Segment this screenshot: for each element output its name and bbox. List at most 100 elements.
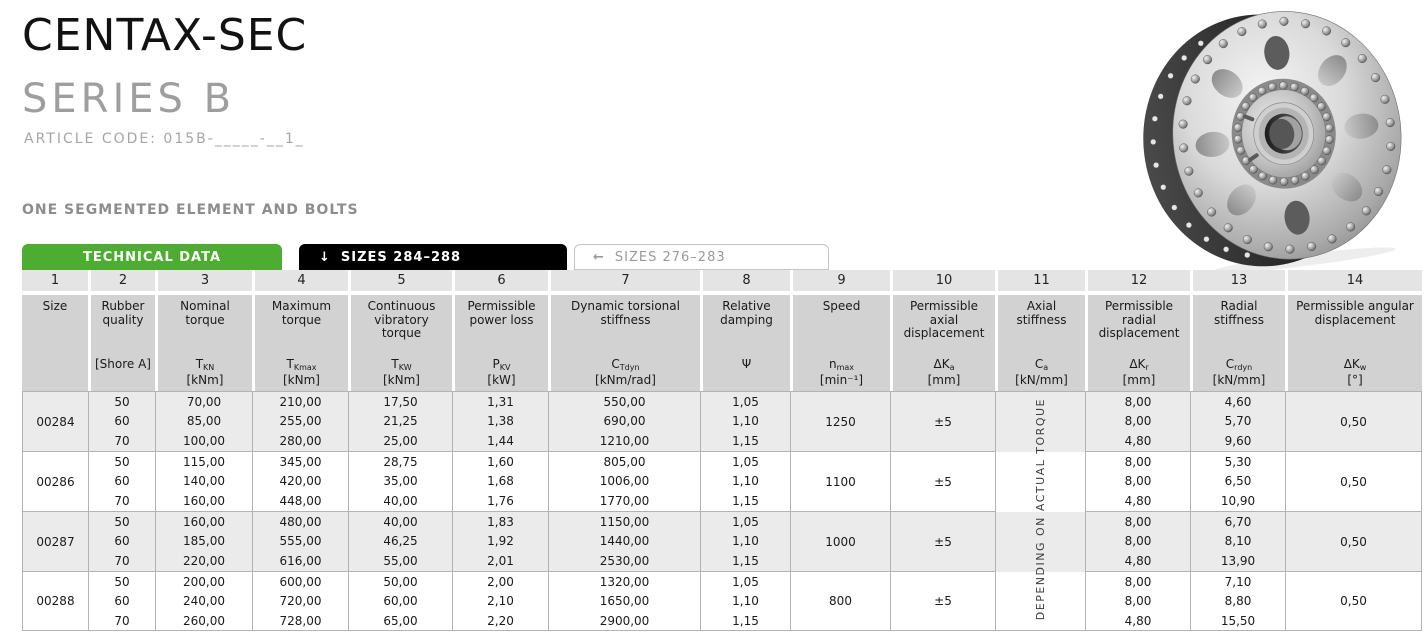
cell-axial-displacement: ±5: [890, 511, 995, 571]
tab-sizes-284-288-label: SIZES 284–288: [340, 249, 462, 265]
column-number: 5: [348, 270, 452, 291]
column-header-symbol: CTdyn: [611, 357, 640, 372]
cell-vibratory-torque: 40,00: [348, 491, 452, 511]
column-header-symbol: TKW: [391, 357, 412, 372]
tab-bar: TECHNICAL DATA ↓ SIZES 284–288 ← SIZES 2…: [22, 244, 829, 270]
column-header-unit: [kNm]: [186, 373, 224, 387]
column-header-content: Speed nmax [min⁻¹]: [795, 299, 888, 388]
column-header-unit: [kNm]: [383, 373, 420, 387]
column-number: 12: [1085, 270, 1190, 291]
cell-power-loss: 1,31: [452, 391, 548, 411]
column-header-content: Permissible axial displacement ΔKa [mm]: [895, 299, 993, 388]
table-row: 00287 50 160,00 480,00 40,00 1,83 1150,00 1,05 1…: [22, 511, 1422, 571]
cell-radial-stiffness: 6,70: [1190, 511, 1285, 531]
header-gap-spacer: [88, 291, 155, 295]
table-row: 00284 50 70,00 210,00 17,50 1,31 550,00 1,05 125…: [22, 391, 1422, 631]
column-header: Nominal torque TKN [kNm]: [155, 295, 252, 391]
cell-radial-stiffness: 10,90: [1190, 491, 1285, 511]
column-number: 1: [22, 270, 88, 291]
cell-radial-displacement: 4,80: [1085, 551, 1190, 571]
section-label: ONE SEGMENTED ELEMENT AND BOLTS: [22, 202, 359, 218]
column-header-unit: [mm]: [927, 373, 961, 387]
column-header-content: Radial stiffness Crdyn [kN/mm]: [1195, 299, 1283, 388]
column-header: Permissible radial displacement ΔKr [mm]: [1085, 295, 1190, 391]
cell-relative-damping: 1,05: [700, 451, 790, 471]
column-header-name: Permissible power loss: [467, 299, 536, 327]
column-header-name: Maximum torque: [271, 299, 332, 327]
tab-sizes-276-283[interactable]: ← SIZES 276–283: [574, 244, 829, 270]
column-header-name: Permissible axial displacement: [903, 299, 985, 340]
column-header: Rubber quality [Shore A]: [88, 295, 155, 391]
cell-size: 00284: [22, 391, 88, 451]
coupling-drawing: [1143, 11, 1402, 272]
cell-shore-hardness: 70: [88, 491, 155, 511]
cell-radial-displacement: 8,00: [1085, 471, 1190, 491]
column-header: Permissible axial displacement ΔKa [mm]: [890, 295, 995, 391]
table-row: 70 160,00 448,00 40,00 1,76 1770,00 1,15 4,80 10…: [22, 491, 1422, 511]
cell-torsional-stiffness: 805,00: [548, 451, 700, 471]
column-header-name: Relative damping: [720, 299, 773, 327]
cell-maximum-torque: 448,00: [252, 491, 348, 511]
cell-maximum-torque: 480,00: [252, 511, 348, 531]
column-header-row: Size Rubber quality [Shore A] Nominal torqu…: [22, 295, 1422, 391]
cell-radial-displacement: 4,80: [1085, 431, 1190, 451]
column-header-unit: [kNm/rad]: [595, 373, 656, 387]
column-header-content: Size: [24, 299, 86, 388]
column-header: Continuous vibratory torque TKW [kNm]: [348, 295, 452, 391]
column-number: 4: [252, 270, 348, 291]
column-header: Size: [22, 295, 88, 391]
cell-radial-stiffness: 6,50: [1190, 471, 1285, 491]
column-header-symbol: ΔKw: [1343, 357, 1367, 372]
cell-torsional-stiffness: 1320,00: [548, 571, 700, 591]
cell-power-loss: 1,76: [452, 491, 548, 511]
cell-relative-damping: 1,15: [700, 431, 790, 451]
cell-size: 00286: [22, 451, 88, 511]
column-header-name: Dynamic torsional stiffness: [571, 299, 680, 327]
tab-sizes-284-288[interactable]: ↓ SIZES 284–288: [299, 244, 567, 270]
article-code: ARTICLE CODE: 015B-_____-__1_: [24, 131, 305, 147]
cell-radial-displacement: 4,80: [1085, 611, 1190, 631]
cell-radial-stiffness: 15,50: [1190, 611, 1285, 631]
header-gap-spacer: [700, 291, 790, 295]
cell-speed: 1100: [790, 451, 890, 511]
cell-relative-damping: 1,15: [700, 611, 790, 631]
cell-torsional-stiffness: 1440,00: [548, 531, 700, 551]
cell-vibratory-torque: 35,00: [348, 471, 452, 491]
column-header: Speed nmax [min⁻¹]: [790, 295, 890, 391]
cell-shore-hardness: 60: [88, 471, 155, 491]
cell-radial-displacement: 8,00: [1085, 411, 1190, 431]
cell-torsional-stiffness: 1650,00: [548, 591, 700, 611]
cell-torsional-stiffness: 1006,00: [548, 471, 700, 491]
table-row: 60 185,00 555,00 46,25 1,92 1440,00 1,10 8,00 8,…: [22, 531, 1422, 551]
cell-radial-stiffness: 7,10: [1190, 571, 1285, 591]
column-header-unit: [min⁻¹]: [819, 373, 864, 387]
cell-relative-damping: 1,15: [700, 551, 790, 571]
column-number-row: 1 2 3 4 5 6 7 8 9 10 11 12 13 14: [22, 270, 1422, 291]
cell-angular-displacement: 0,50: [1285, 391, 1422, 451]
header-gap-spacer: [1085, 291, 1190, 295]
cell-nominal-torque: 200,00: [155, 571, 252, 591]
cell-radial-displacement: 8,00: [1085, 391, 1190, 411]
column-header-content: Dynamic torsional stiffness CTdyn [kNm/rad…: [553, 299, 698, 388]
cell-vibratory-torque: 17,50: [348, 391, 452, 411]
table-row: 70 220,00 616,00 55,00 2,01 2530,00 1,15 4,80 13…: [22, 551, 1422, 571]
column-number: 11: [995, 270, 1085, 291]
table-row: 60 85,00 255,00 21,25 1,38 690,00 1,10 8,00 5,70: [22, 411, 1422, 431]
cell-shore-hardness: 70: [88, 551, 155, 571]
cell-size: 00287: [22, 511, 88, 571]
cell-radial-stiffness: 8,80: [1190, 591, 1285, 611]
cell-torsional-stiffness: 1770,00: [548, 491, 700, 511]
column-header: Radial stiffness Crdyn [kN/mm]: [1190, 295, 1285, 391]
cell-shore-hardness: 70: [88, 611, 155, 631]
cell-vibratory-torque: 40,00: [348, 511, 452, 531]
cell-angular-displacement: 0,50: [1285, 571, 1422, 631]
cell-vibratory-torque: 65,00: [348, 611, 452, 631]
cell-relative-damping: 1,10: [700, 531, 790, 551]
column-header: Relative damping Ψ: [700, 295, 790, 391]
cell-power-loss: 1,68: [452, 471, 548, 491]
column-header: Axial stiffness Ca [kN/mm]: [995, 295, 1085, 391]
cell-shore-hardness: 60: [88, 411, 155, 431]
tab-technical-data[interactable]: TECHNICAL DATA: [22, 244, 282, 270]
coupling-product-photo: [1143, 11, 1402, 272]
